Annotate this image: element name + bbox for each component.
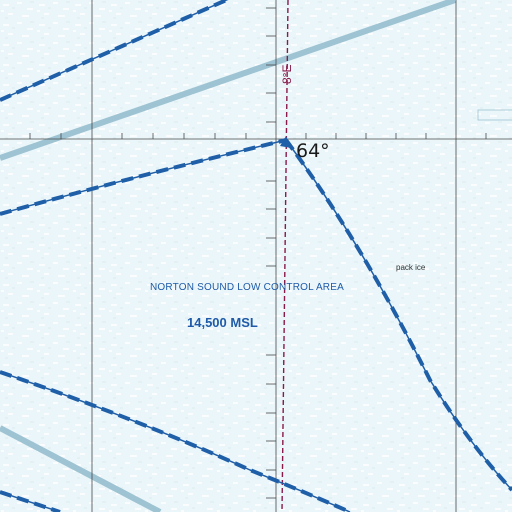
airway-upper: [0, 0, 456, 161]
airway-lower: [0, 425, 162, 512]
partial-label-frame: [477, 109, 512, 121]
airspace-floor: 14,500 MSL: [187, 315, 258, 330]
latitude-label: 64°: [296, 140, 330, 162]
magnetic-variation-label: 8°E: [280, 64, 294, 84]
chart-corner-mark: [280, 136, 291, 148]
airspace-name: NORTON SOUND LOW CONTROL AREA: [150, 282, 344, 293]
isogonic-line: [281, 0, 289, 512]
pack-ice-label: pack ice: [396, 263, 426, 272]
graticule-ticks: [29, 7, 487, 499]
